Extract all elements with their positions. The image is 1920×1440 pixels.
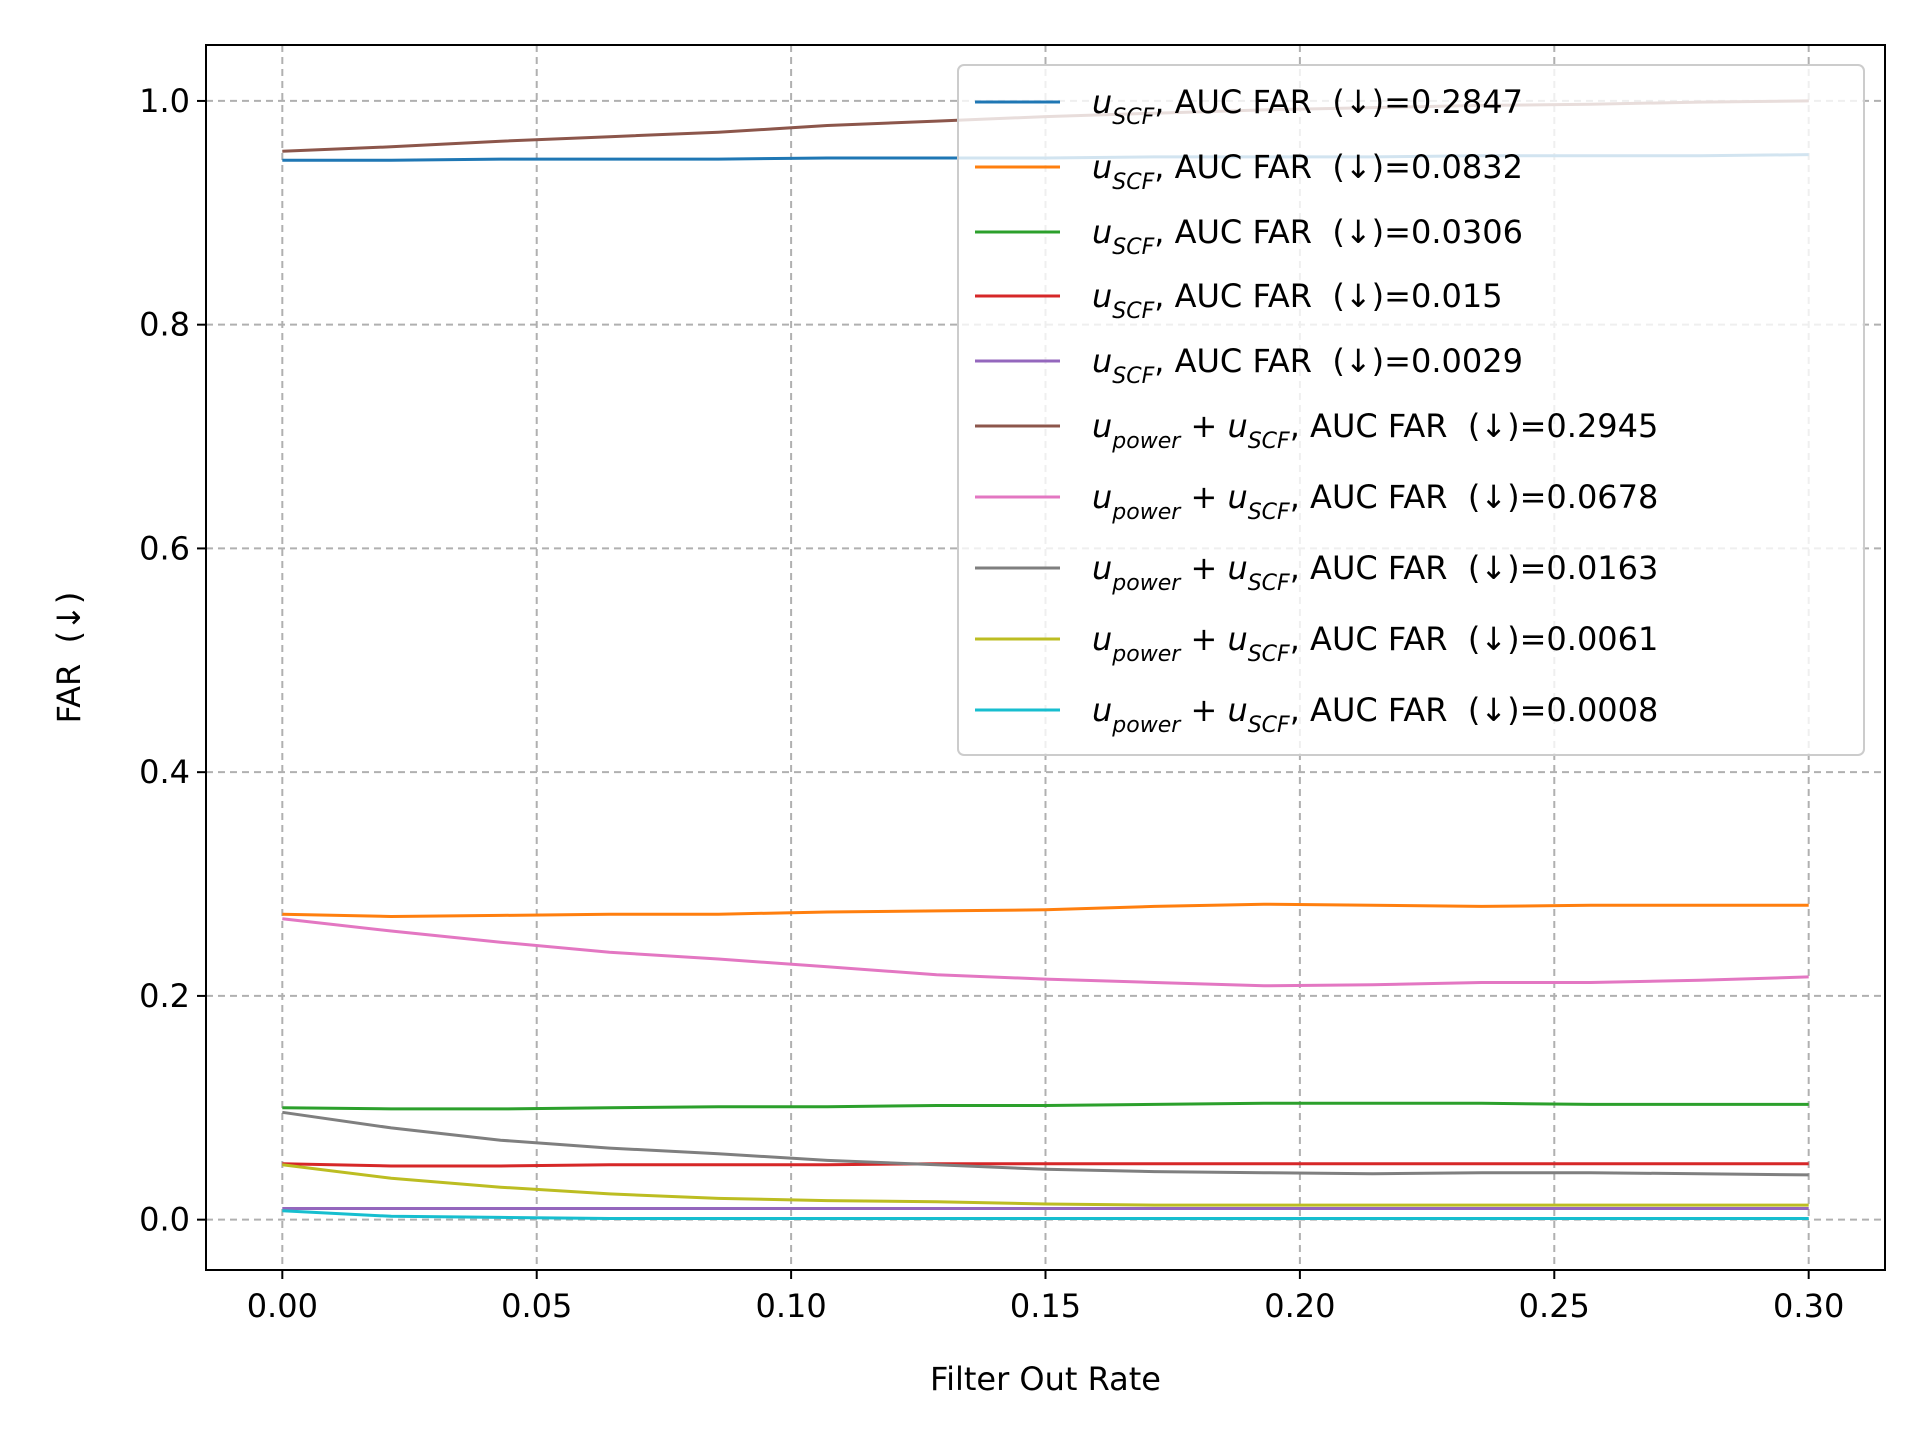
legend-plus: + — [1180, 478, 1227, 516]
legend-auc-text: , AUC FAR (↓)=0.2847 — [1154, 83, 1523, 121]
series-line-2 — [282, 902, 1809, 919]
series-line-7 — [282, 917, 1809, 988]
legend-subscript-2: SCF — [1248, 642, 1290, 667]
legend-auc-text: , AUC FAR (↓)=0.0029 — [1154, 342, 1523, 380]
x-tick-label-2: 0.10 — [755, 1287, 826, 1325]
legend-var: u — [1092, 691, 1112, 729]
legend-plus: + — [1180, 549, 1227, 587]
legend-subscript: SCF — [1112, 364, 1154, 389]
legend-var-2: u — [1227, 620, 1247, 658]
legend-auc-text: , AUC FAR (↓)=0.0163 — [1290, 549, 1659, 587]
grid — [206, 45, 1885, 1270]
x-axis-label: Filter Out Rate — [930, 1360, 1161, 1398]
legend-var: u — [1092, 213, 1112, 251]
legend-plus: + — [1180, 691, 1227, 729]
legend-label-1: uSCF, AUC FAR (↓)=0.2847 — [1092, 83, 1523, 130]
legend-var-2: u — [1227, 691, 1247, 729]
legend-subscript: power — [1111, 713, 1182, 738]
legend-label-8: upower + uSCF, AUC FAR (↓)=0.0163 — [1092, 549, 1658, 596]
y-tick-label-3: 0.6 — [139, 529, 190, 567]
legend-var-2: u — [1227, 549, 1247, 587]
x-tick-label-1: 0.05 — [501, 1287, 572, 1325]
legend-box — [957, 64, 1865, 756]
x-tick-label-3: 0.15 — [1010, 1287, 1081, 1325]
legend-var: u — [1092, 83, 1112, 121]
legend-auc-text: , AUC FAR (↓)=0.0306 — [1154, 213, 1523, 251]
legend-subscript-2: SCF — [1248, 713, 1290, 738]
legend-var: u — [1092, 478, 1112, 516]
y-tick-label-0: 0.0 — [139, 1201, 190, 1239]
legend-var-2: u — [1227, 478, 1247, 516]
series-line-10 — [282, 1209, 1809, 1220]
legend-subscript: SCF — [1112, 105, 1154, 130]
legend-var: u — [1092, 277, 1112, 315]
legend-plus: + — [1180, 407, 1227, 445]
legend-auc-text: , AUC FAR (↓)=0.015 — [1154, 277, 1502, 315]
legend-label-7: upower + uSCF, AUC FAR (↓)=0.0678 — [1092, 478, 1658, 525]
legend-subscript: power — [1111, 571, 1182, 596]
legend-var: u — [1092, 407, 1112, 445]
y-tick-label-1: 0.2 — [139, 977, 190, 1015]
x-tick-label-6: 0.30 — [1773, 1287, 1844, 1325]
x-tick-label-0: 0.00 — [247, 1287, 318, 1325]
legend-auc-text: , AUC FAR (↓)=0.0678 — [1290, 478, 1659, 516]
legend-subscript: power — [1111, 429, 1182, 454]
legend-subscript: SCF — [1112, 299, 1154, 324]
legend-subscript: power — [1111, 500, 1182, 525]
legend-auc-text: , AUC FAR (↓)=0.0061 — [1290, 620, 1659, 658]
legend-subscript-2: SCF — [1248, 429, 1290, 454]
series-line-4 — [282, 1162, 1809, 1168]
y-tick-label-2: 0.4 — [139, 753, 190, 791]
legend-subscript: SCF — [1112, 170, 1154, 195]
legend-label-9: upower + uSCF, AUC FAR (↓)=0.0061 — [1092, 620, 1658, 667]
axis-ticks: 0.00 0.05 0.10 0.15 0.20 0.25 0.30 0.0 0.2 0.4 0.6… — [139, 82, 1844, 1325]
legend-label-2: uSCF, AUC FAR (↓)=0.0832 — [1092, 148, 1523, 195]
legend-label-3: uSCF, AUC FAR (↓)=0.0306 — [1092, 213, 1523, 260]
legend-subscript-2: SCF — [1248, 500, 1290, 525]
legend-auc-text: , AUC FAR (↓)=0.2945 — [1290, 407, 1659, 445]
x-tick-label-4: 0.20 — [1264, 1287, 1335, 1325]
legend-var: u — [1092, 342, 1112, 380]
legend-subscript: SCF — [1112, 235, 1154, 260]
y-axis-label: FAR (↓) — [50, 592, 88, 724]
legend-plus: + — [1180, 620, 1227, 658]
legend-subscript: power — [1111, 642, 1182, 667]
legend-var: u — [1092, 620, 1112, 658]
series-line-3 — [282, 1101, 1809, 1111]
legend-var-2: u — [1227, 407, 1247, 445]
legend-auc-text: , AUC FAR (↓)=0.0832 — [1154, 148, 1523, 186]
legend-label-4: uSCF, AUC FAR (↓)=0.015 — [1092, 277, 1503, 324]
y-tick-label-4: 0.8 — [139, 306, 190, 344]
legend-auc-text: , AUC FAR (↓)=0.0008 — [1290, 691, 1659, 729]
legend-label-10: upower + uSCF, AUC FAR (↓)=0.0008 — [1092, 691, 1658, 738]
legend-subscript-2: SCF — [1248, 571, 1290, 596]
series-line-8 — [282, 1110, 1809, 1177]
series-line-9 — [282, 1163, 1809, 1207]
legend-label-5: uSCF, AUC FAR (↓)=0.0029 — [1092, 342, 1523, 389]
legend-var: u — [1092, 148, 1112, 186]
y-tick-label-5: 1.0 — [139, 82, 190, 120]
x-tick-label-5: 0.25 — [1519, 1287, 1590, 1325]
legend-var: u — [1092, 549, 1112, 587]
legend-label-6: upower + uSCF, AUC FAR (↓)=0.2945 — [1092, 407, 1658, 454]
